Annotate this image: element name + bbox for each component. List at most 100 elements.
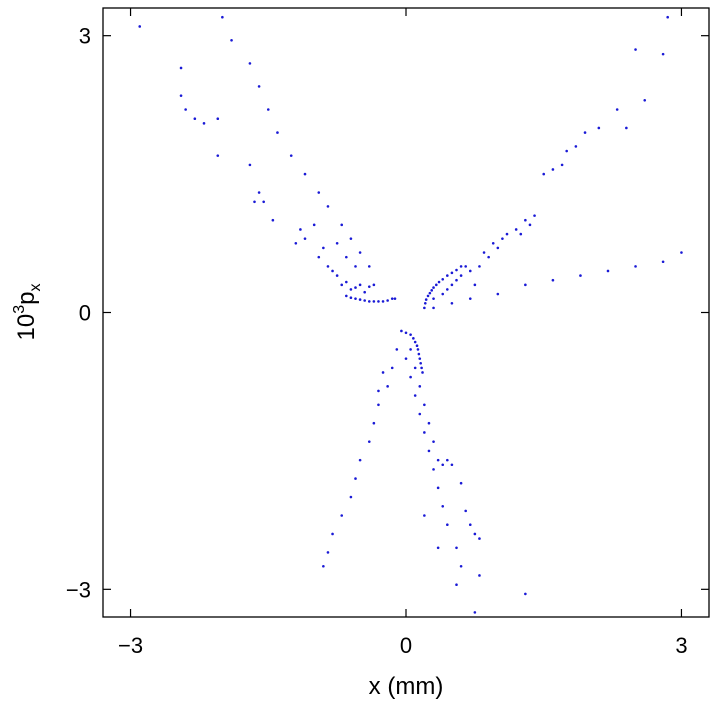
data-point	[419, 361, 422, 365]
data-point	[427, 449, 431, 453]
data-point	[317, 191, 321, 194]
data-point	[276, 131, 279, 134]
data-point	[257, 191, 261, 194]
data-point	[393, 297, 397, 300]
data-point	[294, 241, 298, 245]
data-point	[432, 306, 435, 310]
data-point	[400, 329, 403, 333]
data-point	[661, 260, 665, 264]
data-point	[533, 214, 536, 217]
data-point	[579, 274, 582, 277]
data-point	[643, 98, 647, 102]
data-point	[420, 366, 423, 370]
data-point	[455, 268, 458, 272]
data-point	[303, 237, 307, 240]
data-point	[468, 269, 472, 273]
data-point	[478, 574, 481, 577]
y-tick-label: 0	[79, 301, 91, 326]
y-axis-ticks: −3 0 3	[66, 24, 709, 602]
data-point	[426, 294, 430, 298]
data-point	[367, 440, 371, 443]
data-point	[524, 283, 527, 287]
data-point	[317, 255, 321, 259]
data-point	[262, 200, 265, 204]
data-point	[367, 285, 371, 288]
data-point	[625, 126, 628, 130]
data-point	[597, 126, 601, 130]
data-point	[413, 340, 417, 344]
data-point	[367, 300, 371, 303]
data-point	[349, 495, 353, 499]
data-point	[386, 299, 389, 302]
data-point	[435, 283, 438, 287]
data-point	[413, 394, 417, 397]
data-point	[363, 290, 366, 294]
data-point	[409, 348, 412, 351]
data-point	[423, 514, 426, 517]
data-point	[634, 48, 637, 51]
data-point	[551, 278, 555, 282]
data-point	[179, 94, 183, 97]
data-point	[436, 458, 440, 462]
data-point	[372, 283, 376, 287]
data-point	[468, 297, 472, 300]
y-axis-label: 103px	[11, 284, 44, 341]
data-point	[331, 269, 334, 273]
data-point	[386, 385, 389, 388]
data-point	[634, 265, 637, 268]
data-point	[473, 532, 477, 536]
data-point	[459, 265, 463, 268]
data-point	[446, 274, 449, 277]
y-tick-label: −3	[66, 577, 91, 602]
data-point	[459, 481, 463, 485]
data-point	[436, 486, 440, 490]
data-point	[345, 255, 348, 259]
data-point	[354, 265, 357, 268]
data-point	[202, 122, 206, 125]
data-point	[322, 246, 325, 250]
data-point	[253, 200, 256, 204]
data-point	[299, 228, 302, 231]
data-point	[345, 280, 348, 284]
y-axis-label-base: 10	[13, 314, 40, 341]
data-point	[349, 296, 353, 300]
data-point	[441, 504, 445, 508]
data-point	[583, 131, 587, 134]
data-point	[372, 300, 376, 303]
data-point	[450, 463, 454, 467]
data-point	[551, 168, 555, 171]
data-point	[184, 108, 187, 111]
data-point	[381, 300, 385, 303]
data-point	[446, 288, 449, 291]
data-point	[432, 440, 435, 443]
data-point	[415, 344, 419, 348]
data-point	[478, 537, 481, 540]
data-point	[455, 278, 458, 282]
data-point	[446, 458, 449, 462]
data-point	[331, 532, 334, 536]
data-point	[464, 265, 467, 268]
data-point	[372, 421, 376, 425]
data-point	[216, 154, 220, 157]
data-point	[377, 389, 380, 393]
data-point	[432, 468, 435, 471]
data-point	[450, 271, 454, 275]
data-point	[478, 265, 481, 268]
data-point	[428, 291, 432, 295]
data-point	[404, 357, 408, 360]
y-tick-label: 3	[79, 24, 91, 49]
data-point	[432, 297, 435, 300]
data-point	[487, 255, 490, 259]
data-point	[216, 117, 220, 121]
data-point	[496, 292, 500, 296]
data-point	[377, 403, 380, 407]
data-point	[390, 366, 394, 370]
data-point	[615, 108, 619, 111]
data-point	[358, 458, 362, 462]
data-point	[432, 286, 435, 289]
data-point	[340, 514, 344, 517]
data-point	[423, 403, 426, 407]
data-point	[455, 546, 458, 550]
data-point	[423, 306, 426, 310]
